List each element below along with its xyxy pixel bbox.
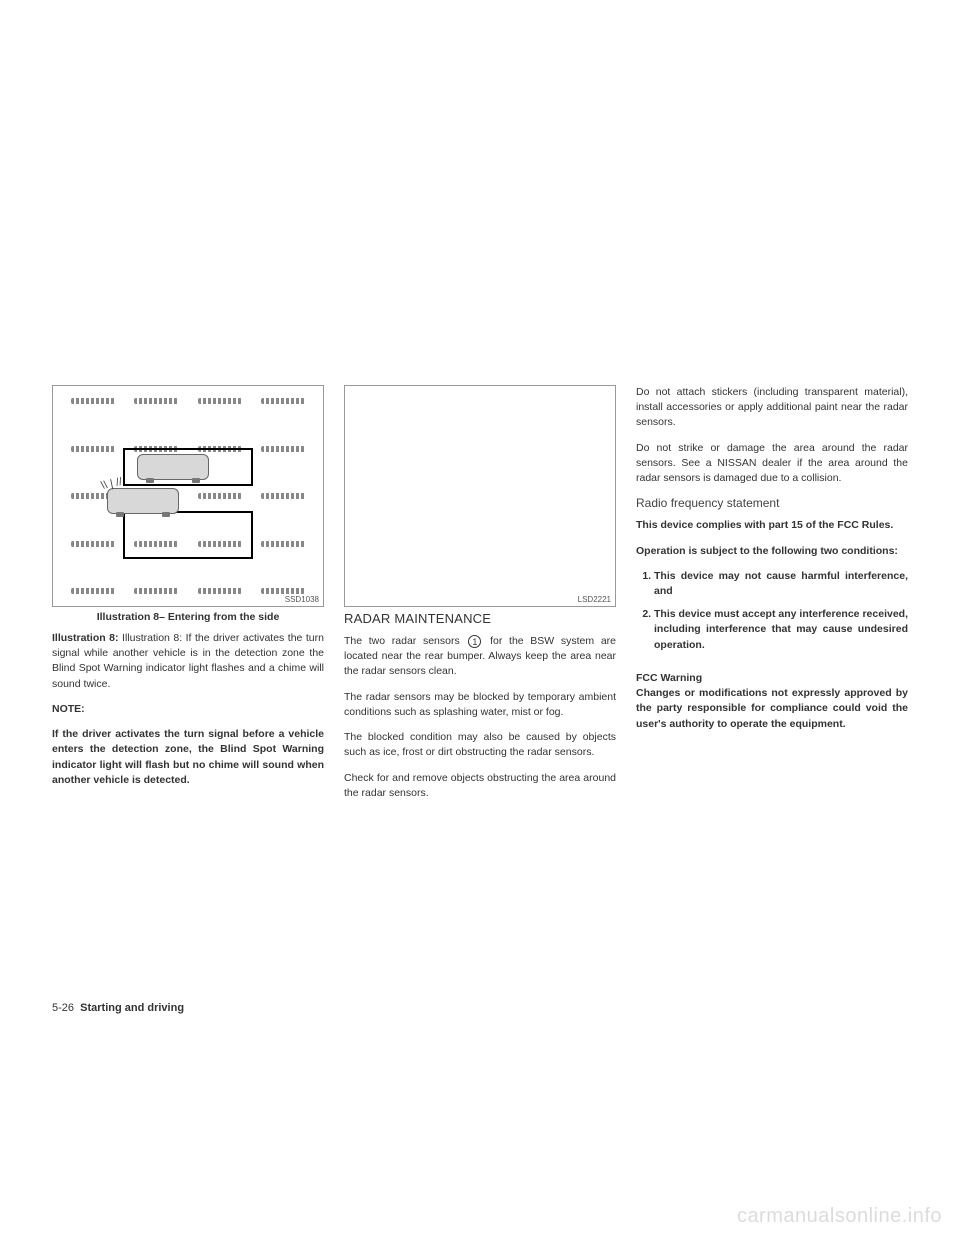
circled-one-icon: 1 [468,635,481,648]
page-content: \\ | // SSD1038 Illustration 8– Entering… [52,385,908,811]
column-left: \\ | // SSD1038 Illustration 8– Entering… [52,385,324,811]
vehicle-subject [137,454,209,480]
fcc-warning-body: Changes or modifications not expressly a… [636,687,908,729]
watermark: carmanualsonline.info [737,1205,942,1228]
radar-maintenance-heading: RADAR MAINTENANCE [344,611,616,626]
fcc-warning-label: FCC Warning [636,672,702,684]
fcc-conditions-intro: Operation is subject to the following tw… [636,544,908,559]
stickers-para: Do not attach stickers (including transp… [636,385,908,431]
figure-code: SSD1038 [285,595,319,604]
fcc-warning: FCC Warning Changes or modifications not… [636,671,908,732]
radar-para-1: The two radar sensors 1 for the BSW syst… [344,634,616,680]
lane-diagram: \\ | // [53,386,323,606]
section-title: Starting and driving [80,1002,184,1014]
fcc-comply: This device complies with part 15 of the… [636,518,908,533]
fcc-condition-2: This device must accept any interference… [654,607,908,653]
illustration-caption: Illustration 8– Entering from the side [52,611,324,623]
figure-code: LSD2221 [578,595,611,604]
radar-figure: LSD2221 [344,385,616,607]
para-lead-bold: Illustration 8: [52,632,119,644]
column-right: Do not attach stickers (including transp… [636,385,908,811]
illustration-description: Illustration 8: Illustration 8: If the d… [52,631,324,692]
note-label: NOTE: [52,702,324,717]
radar-para-3: The blocked condition may also be caused… [344,730,616,760]
radar-para-2: The radar sensors may be blocked by temp… [344,690,616,720]
detection-zone-bottom [123,511,253,559]
page-footer: 5-26 Starting and driving [52,1002,184,1014]
fcc-conditions-list: This device may not cause harmful interf… [636,569,908,661]
damage-para: Do not strike or damage the area around … [636,441,908,487]
vehicle-other [107,488,179,514]
column-middle: LSD2221 RADAR MAINTENANCE The two radar … [344,385,616,811]
page-number: 5-26 [52,1002,74,1014]
fcc-condition-1: This device may not cause harmful interf… [654,569,908,599]
radio-freq-heading: Radio frequency statement [636,496,908,510]
radar-para-1a: The two radar sensors [344,635,466,647]
note-body: If the driver activates the turn signal … [52,727,324,788]
radar-para-4: Check for and remove objects obstructing… [344,771,616,801]
illustration-8-figure: \\ | // SSD1038 [52,385,324,607]
